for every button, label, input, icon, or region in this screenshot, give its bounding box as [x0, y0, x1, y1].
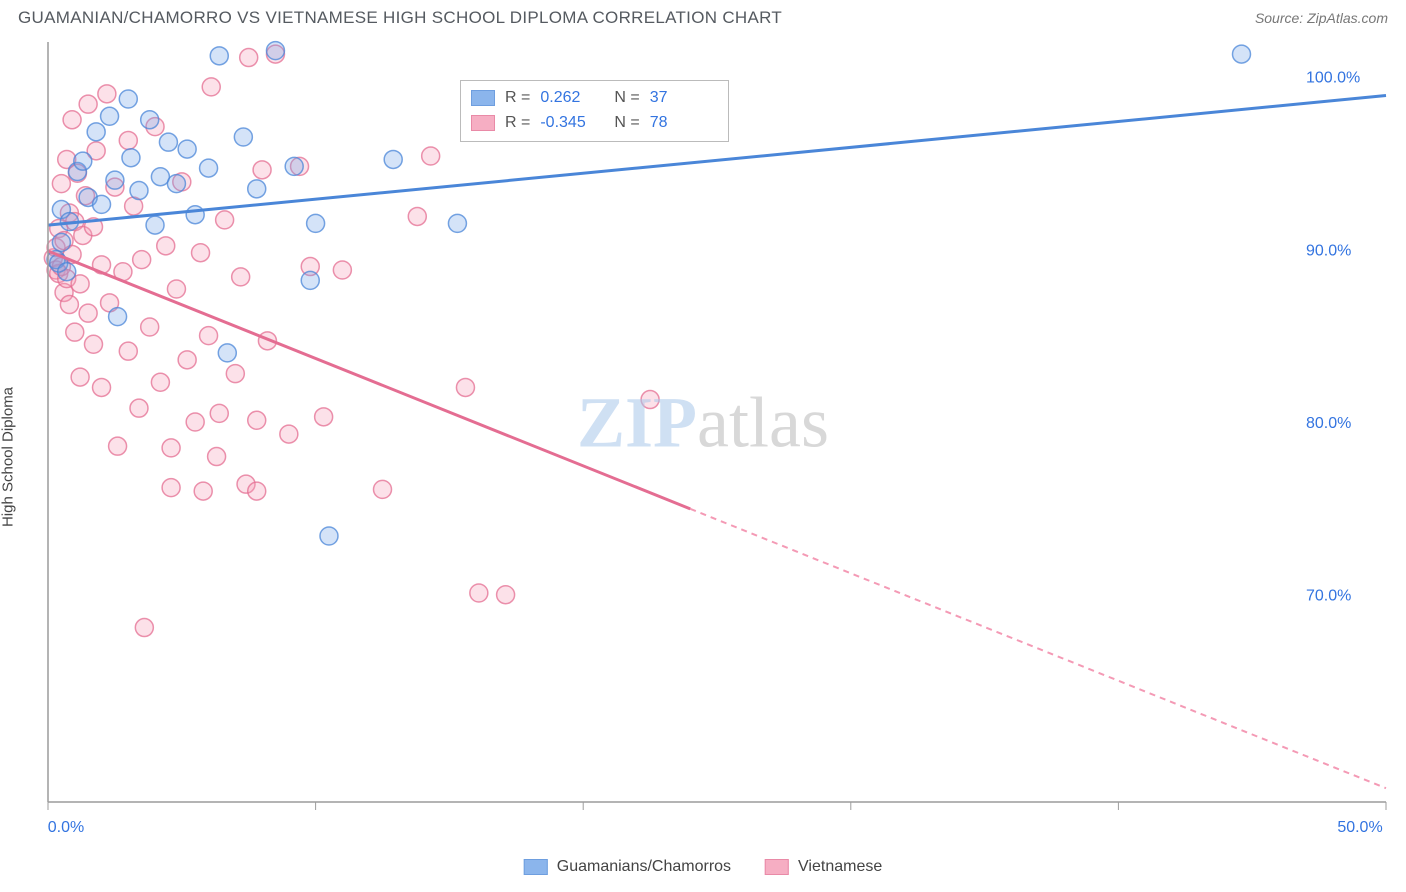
- swatch-series-2-b: [765, 859, 789, 875]
- legend-label-2: Vietnamese: [798, 858, 882, 876]
- svg-text:80.0%: 80.0%: [1306, 415, 1351, 432]
- swatch-series-2: [471, 115, 495, 131]
- source-label: Source: ZipAtlas.com: [1255, 10, 1388, 26]
- n-value-2: 78: [650, 111, 714, 136]
- n-value-1: 37: [650, 86, 714, 111]
- series-legend: Guamanians/Chamorros Vietnamese: [524, 858, 883, 876]
- r-value-2: -0.345: [540, 111, 604, 136]
- y-axis-label: High School Diploma: [0, 387, 17, 527]
- stats-row-1: R = 0.262 N = 37: [471, 86, 714, 111]
- svg-text:50.0%: 50.0%: [1337, 819, 1382, 836]
- scatter-chart-svg: 70.0% 80.0% 90.0% 100.0% 0.0% 50.0%: [0, 32, 1406, 842]
- r-value-1: 0.262: [540, 86, 604, 111]
- legend-item-1: Guamanians/Chamorros: [524, 858, 731, 876]
- chart-title: GUAMANIAN/CHAMORRO VS VIETNAMESE HIGH SC…: [18, 8, 782, 28]
- swatch-series-1-b: [524, 859, 548, 875]
- svg-text:70.0%: 70.0%: [1306, 588, 1351, 605]
- legend-label-1: Guamanians/Chamorros: [557, 858, 731, 876]
- stats-row-2: R = -0.345 N = 78: [471, 111, 714, 136]
- svg-text:0.0%: 0.0%: [48, 819, 84, 836]
- svg-text:90.0%: 90.0%: [1306, 242, 1351, 259]
- legend-item-2: Vietnamese: [765, 858, 882, 876]
- stats-legend: R = 0.262 N = 37 R = -0.345 N = 78: [460, 80, 729, 142]
- swatch-series-1: [471, 90, 495, 106]
- chart-area: High School Diploma 70.0% 80.0% 90.0% 100.0…: [0, 32, 1406, 882]
- svg-text:100.0%: 100.0%: [1306, 70, 1360, 87]
